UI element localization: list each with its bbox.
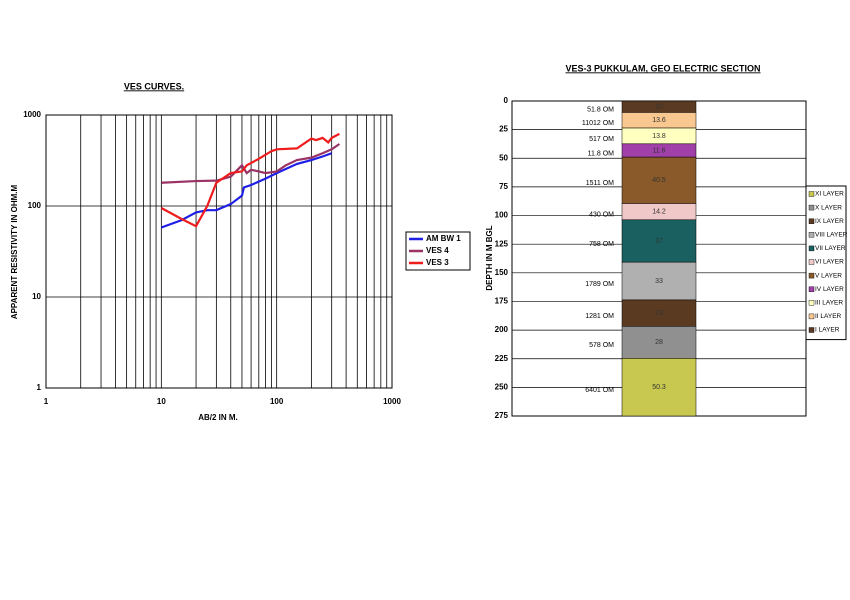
layer xyxy=(621,219,697,263)
thickness-label: 13.6 xyxy=(652,117,666,124)
legend-swatch xyxy=(808,300,815,306)
resistivity-label: 1281 OM xyxy=(585,313,614,320)
y-tick-label: 175 xyxy=(495,297,509,306)
thickness-label: 40.5 xyxy=(652,177,666,184)
layer xyxy=(621,326,697,359)
y-tick-label: 100 xyxy=(495,211,509,220)
resistivity-label: 1511 OM xyxy=(586,180,614,187)
legend-swatch xyxy=(808,218,815,224)
y-tick-label: 100 xyxy=(28,201,42,210)
resistivity-label: 51.8 OM xyxy=(587,107,614,114)
legend-label: VES 4 xyxy=(426,246,449,255)
plot-area xyxy=(45,114,393,389)
legend-label: II LAYER xyxy=(815,313,842,320)
legend-label: XI LAYER xyxy=(815,191,844,198)
layer xyxy=(621,299,697,327)
y-tick-label: 0 xyxy=(504,96,509,105)
legend-label: AM BW 1 xyxy=(426,234,461,243)
y-tick-label: 150 xyxy=(495,268,509,277)
x-tick-label: 1 xyxy=(44,397,49,406)
legend-label: X LAYER xyxy=(815,204,842,211)
x-tick-label: 1000 xyxy=(383,397,401,406)
resistivity-label: 517 OM xyxy=(589,136,614,143)
legend-swatch xyxy=(808,327,815,333)
series-line xyxy=(160,132,340,228)
legend-swatch xyxy=(808,259,815,265)
legend-swatch xyxy=(808,286,815,292)
series-line xyxy=(160,152,333,229)
thickness-label: 23 xyxy=(655,310,663,317)
resistivity-label: 578 OM xyxy=(589,342,614,349)
thickness-label: 13.8 xyxy=(652,133,666,140)
legend-swatch xyxy=(808,313,815,320)
resistivity-label: 758 OM xyxy=(589,241,614,248)
thickness-label: 28 xyxy=(655,339,663,346)
legend-label: IV LAYER xyxy=(815,286,844,293)
legend-label: V LAYER xyxy=(815,272,842,279)
legend-swatch xyxy=(808,245,815,252)
chart-title: VES-3 PUKKULAM, GEO ELECTRIC SECTION xyxy=(565,63,760,73)
y-tick-label: 1000 xyxy=(23,110,41,119)
x-tick-label: 100 xyxy=(270,397,284,406)
legend-swatch xyxy=(808,232,815,238)
thickness-label: 33 xyxy=(655,278,663,285)
thickness-label: 50.3 xyxy=(652,384,666,391)
resistivity-label: 11.8 OM xyxy=(588,150,614,157)
legend-swatch xyxy=(808,204,815,211)
y-tick-label: 25 xyxy=(499,125,508,134)
resistivity-label: 11012 OM xyxy=(582,120,614,127)
thickness-label: 14.2 xyxy=(652,208,666,215)
layer xyxy=(621,156,697,204)
y-tick-label: 275 xyxy=(495,411,509,420)
y-tick-label: 250 xyxy=(495,382,509,391)
y-tick-label: 50 xyxy=(499,153,508,162)
thickness-label: 10 xyxy=(655,104,663,111)
y-tick-label: 10 xyxy=(32,292,41,301)
legend-label: VI LAYER xyxy=(815,259,844,266)
y-axis-label: DEPTH IN M BGL xyxy=(485,225,494,290)
chart-title: VES CURVES. xyxy=(124,81,184,91)
thickness-label: 11.6 xyxy=(652,147,665,154)
legend-label: III LAYER xyxy=(815,300,843,307)
resistivity-label: 1789 OM xyxy=(585,281,614,288)
y-tick-label: 225 xyxy=(495,354,509,363)
legend-label: VES 3 xyxy=(426,258,449,267)
layer xyxy=(621,261,697,301)
x-tick-label: 10 xyxy=(157,397,166,406)
thickness-label: 37 xyxy=(655,238,663,245)
legend-swatch xyxy=(808,191,815,197)
y-tick-label: 200 xyxy=(495,325,509,334)
y-tick-label: 1 xyxy=(37,383,42,392)
legend-label: VII LAYER xyxy=(815,245,846,252)
y-tick-label: 75 xyxy=(499,182,508,191)
x-axis-label: AB/2 IN M. xyxy=(198,413,238,422)
y-axis-label: APPARENT RESISTIVITY IN OHM.M xyxy=(10,184,19,319)
layer xyxy=(621,358,697,417)
legend-label: I LAYER xyxy=(815,327,840,334)
resistivity-label: 6401 OM xyxy=(585,387,614,394)
legend-swatch xyxy=(808,272,815,279)
y-tick-label: 125 xyxy=(495,239,509,248)
legend-label: IX LAYER xyxy=(815,218,844,225)
resistivity-label: 430 OM xyxy=(589,211,614,218)
legend-label: VIII LAYER xyxy=(815,232,848,239)
